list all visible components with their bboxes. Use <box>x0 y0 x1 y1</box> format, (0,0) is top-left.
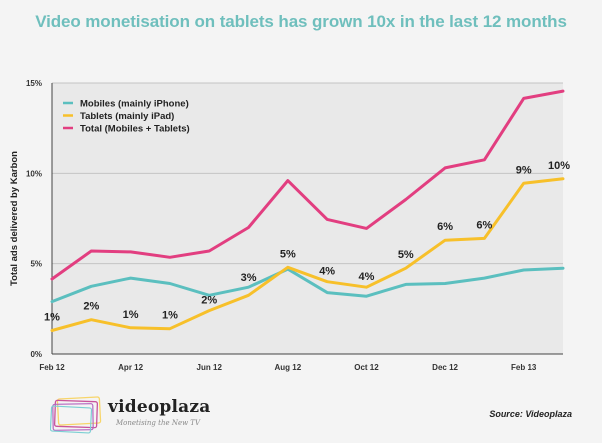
data-label: 2% <box>83 301 99 313</box>
data-label: 10% <box>548 160 570 172</box>
data-label: 1% <box>123 309 139 321</box>
data-label: 4% <box>359 271 375 283</box>
y-axis-title: Total ads delivered by Karbon <box>9 151 20 286</box>
data-label: 4% <box>319 266 335 278</box>
data-label: 2% <box>201 294 217 306</box>
x-tick-label: Feb 12 <box>39 363 65 372</box>
plot-background <box>52 83 563 354</box>
data-label: 3% <box>241 272 257 284</box>
y-tick-label: 0% <box>30 350 42 359</box>
y-tick-label: 10% <box>26 169 42 178</box>
legend-label: Mobiles (mainly iPhone) <box>80 99 189 110</box>
videoplaza-logo-icon <box>50 396 102 434</box>
x-tick-label: Dec 12 <box>432 363 458 372</box>
plot-area: 0% 5% 10% 15% Feb 12 Apr 12 Jun 12 Aug 12 Oct 12… <box>9 79 570 372</box>
y-tick-label: 15% <box>26 79 42 88</box>
chart-title: Video monetisation on tablets has grown … <box>35 12 567 31</box>
y-tick-label: 5% <box>30 260 42 269</box>
source-note: Source: Videoplaza <box>489 409 572 419</box>
data-label: 5% <box>398 249 414 261</box>
brand-tagline: Monetising the New TV <box>116 419 201 427</box>
data-label: 1% <box>44 312 60 324</box>
x-tick-label: Aug 12 <box>275 363 302 372</box>
x-tick-label: Jun 12 <box>197 363 223 372</box>
series-line-2 <box>50 89 565 281</box>
x-tick-label: Feb 13 <box>511 363 537 372</box>
data-label: 9% <box>516 164 532 176</box>
brand-name: videoplaza <box>108 397 211 417</box>
data-label: 6% <box>437 221 453 233</box>
data-label: 1% <box>162 310 178 322</box>
x-tick-label: Oct 12 <box>354 363 379 372</box>
series-line-1 <box>50 177 565 332</box>
legend-label: Tablets (mainly iPad) <box>80 111 174 122</box>
legend-label: Total (Mobiles + Tablets) <box>80 124 190 135</box>
data-label: 5% <box>280 248 296 260</box>
data-label: 6% <box>476 219 492 231</box>
x-tick-label: Apr 12 <box>118 363 143 372</box>
series-line-0 <box>50 266 565 304</box>
